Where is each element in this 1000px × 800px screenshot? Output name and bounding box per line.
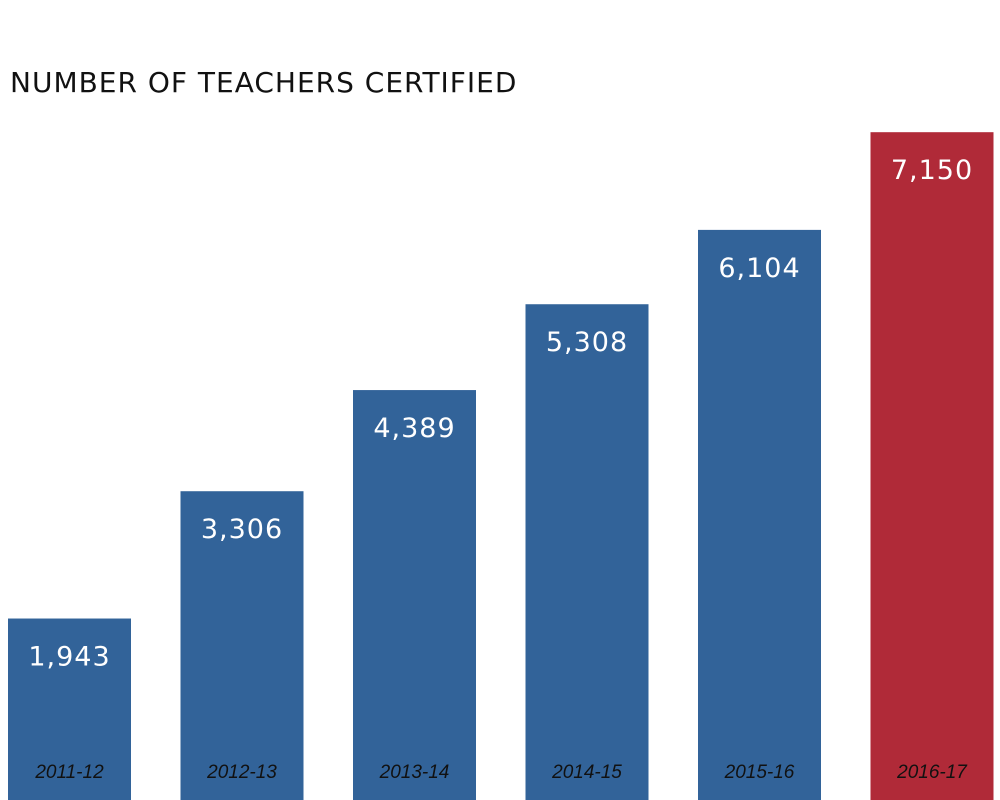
bar-2016-17 [870, 132, 994, 800]
value-label-2015-16: 6,104 [718, 253, 800, 284]
chart-title: NUMBER OF TEACHERS CERTIFIED [10, 66, 518, 99]
bar-2013-14 [353, 390, 476, 800]
value-label-2013-14: 4,389 [373, 413, 455, 444]
value-label-2014-15: 5,308 [546, 327, 628, 358]
bar-2012-13 [180, 491, 304, 800]
bar-2015-16 [698, 229, 821, 800]
category-label-2013-14: 2013-14 [379, 762, 450, 783]
category-label-2012-13: 2012-13 [206, 762, 277, 783]
bar-2011-12 [8, 618, 131, 800]
value-label-2016-17: 7,150 [891, 155, 973, 186]
category-label-2016-17: 2016-17 [896, 762, 968, 783]
bar-2014-15 [525, 304, 649, 800]
value-label-2012-13: 3,306 [201, 514, 283, 545]
value-label-2011-12: 1,943 [28, 642, 110, 673]
category-label-2014-15: 2014-15 [551, 762, 622, 783]
category-label-2015-16: 2015-16 [724, 762, 795, 783]
category-label-2011-12: 2011-12 [34, 762, 104, 783]
